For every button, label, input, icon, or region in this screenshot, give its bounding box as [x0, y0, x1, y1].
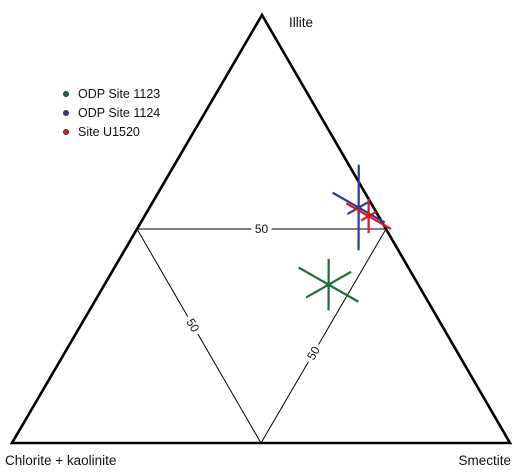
series-odp-site-1123 [299, 259, 359, 310]
midline-chlorite-50 [137, 229, 261, 443]
legend-dot-red-icon [63, 129, 69, 135]
legend-label: ODP Site 1124 [78, 106, 160, 120]
legend-dot-blue-icon [63, 110, 69, 116]
legend-dot-green-icon [63, 91, 69, 97]
data-point [366, 214, 371, 219]
legend-item-u1520: Site U1520 [63, 122, 160, 141]
data-point [326, 282, 331, 287]
series-odp-site-1124 [333, 165, 385, 251]
vertex-label-illite: Illite [289, 15, 313, 30]
midline-label-illite-50: 50 [255, 222, 269, 236]
vertex-label-chlorite-kaolinite: Chlorite + kaolinite [5, 453, 116, 468]
midline-smectite-50 [261, 229, 386, 443]
vertex-label-smectite: Smectite [458, 453, 511, 468]
legend-label: Site U1520 [78, 125, 140, 139]
legend-item-odp-1123: ODP Site 1123 [63, 84, 160, 103]
legend-label: ODP Site 1123 [78, 87, 160, 101]
legend-item-odp-1124: ODP Site 1124 [63, 103, 160, 122]
data-marks [299, 165, 391, 311]
legend: ODP Site 1123 ODP Site 1124 Site U1520 [63, 84, 160, 141]
ternary-midlines [137, 229, 386, 443]
